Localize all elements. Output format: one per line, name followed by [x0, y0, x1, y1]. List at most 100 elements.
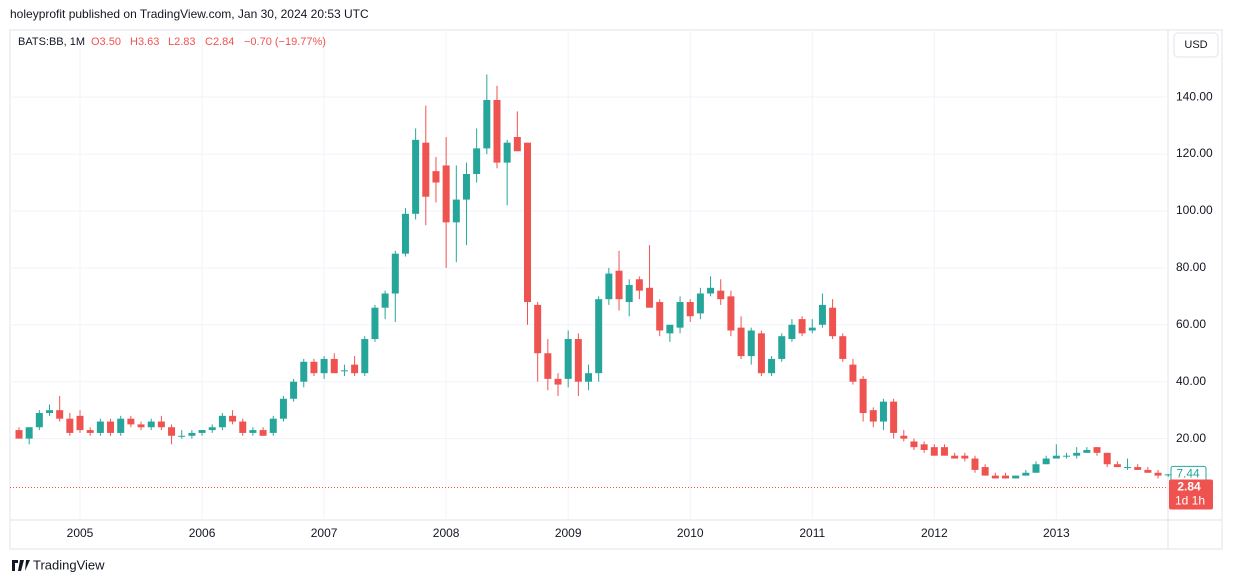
x-tick-label: 2012 [921, 526, 948, 540]
candle-body [981, 467, 989, 476]
candle-body [585, 373, 593, 382]
candle-body [351, 364, 359, 374]
candle-body [361, 339, 369, 374]
candle-body [66, 418, 74, 433]
y-tick-label: 140.00 [1176, 89, 1213, 103]
candle-body [147, 421, 155, 428]
x-tick-label: 2007 [311, 526, 338, 540]
x-tick-label: 2005 [67, 526, 94, 540]
candle-body [320, 358, 328, 374]
candle-body [15, 430, 23, 439]
currency[interactable]: USD [1184, 39, 1207, 51]
candle-body [198, 430, 206, 433]
x-tick-label: 2010 [677, 526, 704, 540]
candle-body [239, 421, 247, 433]
candle-body [615, 270, 623, 300]
candle-body [544, 353, 552, 379]
candle-body [900, 435, 908, 439]
last-price-label: 7.44 [1176, 467, 1200, 481]
candle-body [798, 319, 806, 334]
y-tick-label: 80.00 [1176, 260, 1206, 274]
candle-body [737, 327, 745, 357]
candle-body [890, 401, 898, 433]
candle-body [707, 287, 715, 294]
candle-body [300, 361, 308, 382]
y-tick-label: 40.00 [1176, 374, 1206, 388]
candle-body [432, 171, 440, 183]
ohlc-high: H3.63 [130, 36, 159, 48]
x-tick-label: 2011 [799, 526, 825, 540]
current-price-label: 2.84 [1177, 480, 1201, 494]
candle-body [768, 358, 776, 374]
x-tick-label: 2006 [189, 526, 216, 540]
candle-body [46, 410, 54, 414]
currency-button[interactable] [1173, 32, 1219, 58]
candle-body [646, 287, 654, 308]
candle-body [1103, 452, 1111, 465]
y-tick-label: 60.00 [1176, 317, 1206, 331]
candle-body [462, 173, 470, 200]
candle-body [605, 273, 613, 300]
candle-body [757, 333, 765, 374]
candle-body [1063, 455, 1071, 457]
candle-body [554, 378, 562, 385]
candle-body [1012, 475, 1020, 479]
candle-body [869, 410, 877, 422]
candle-body [829, 307, 837, 337]
candle-body [991, 475, 999, 479]
current-price-tag [1169, 479, 1213, 510]
candle-body [788, 324, 796, 340]
symbol: BATS:BB, 1M [18, 36, 85, 48]
candle-body [86, 430, 94, 433]
candle-body [1001, 475, 1009, 479]
candle-body [564, 339, 572, 379]
candle-body [818, 304, 826, 325]
candle-body [452, 199, 460, 223]
attribution: holeyprofit published on TradingView.com… [10, 7, 369, 21]
candle-body [208, 427, 216, 431]
candle-body [717, 290, 725, 300]
candle-body [879, 401, 887, 422]
candle-body [1042, 458, 1050, 465]
candle-body [310, 361, 318, 374]
candle-body [1134, 467, 1142, 470]
candle-body [534, 304, 542, 354]
candle-body [1073, 452, 1081, 456]
candle-body [249, 430, 257, 433]
candle-body [218, 415, 226, 428]
candle-body [696, 293, 704, 314]
candle-body [808, 327, 816, 331]
change: −0.70 (−19.77%) [244, 36, 326, 48]
y-tick-label: 100.00 [1176, 203, 1213, 217]
candle-body [229, 415, 237, 422]
candle-body [686, 302, 694, 317]
candle-body [859, 378, 867, 414]
candle-body [290, 381, 298, 399]
candle-body [574, 339, 582, 382]
candle-body [666, 324, 674, 334]
candle-body [1164, 474, 1172, 476]
candle-body [1052, 455, 1060, 459]
candle-body [513, 136, 521, 152]
candle-body [1124, 467, 1132, 469]
countdown: 1d 1h [1175, 494, 1205, 508]
x-tick-label: 2008 [433, 526, 460, 540]
logo [12, 560, 30, 571]
candle-body [259, 430, 267, 436]
candle-body [381, 293, 389, 308]
y-tick-label: 120.00 [1176, 146, 1213, 160]
candle-body [188, 432, 196, 436]
candle-body [778, 336, 786, 359]
candle-body [951, 455, 959, 459]
candle-body [473, 148, 481, 174]
candle-body [940, 447, 948, 456]
candle-body [137, 424, 145, 428]
candle-body [340, 370, 348, 372]
candle-body [117, 418, 125, 433]
candle-body [269, 418, 277, 433]
candle-body [76, 415, 84, 431]
candle-body [279, 398, 287, 419]
candle-body [493, 100, 501, 163]
footer-brand: TradingView [33, 557, 105, 572]
candle-body [412, 139, 420, 214]
